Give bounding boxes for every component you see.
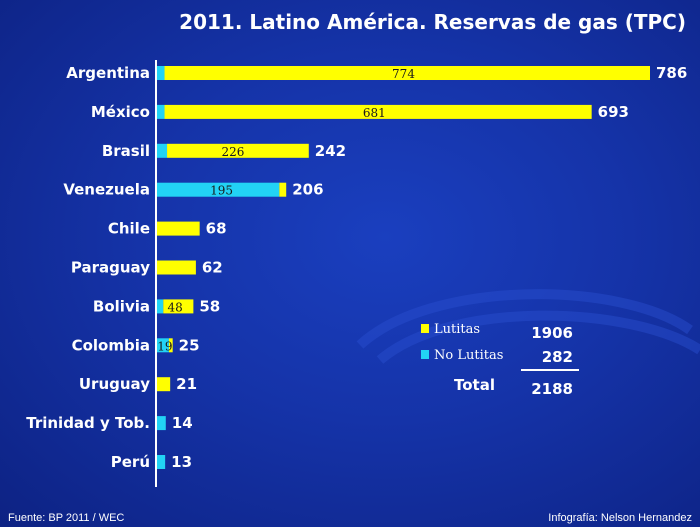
bar-total-label-venezuela: 206 [292, 181, 323, 199]
bar-mexico-no-lutitas [157, 104, 165, 119]
legend-swatch-lutitas [421, 324, 429, 333]
bar-colombia-lutitas [168, 338, 173, 353]
bar-inner-label-brasil: 226 [221, 145, 244, 159]
bar-brasil-lutitas [167, 143, 309, 158]
category-label-colombia: Colombia [72, 336, 150, 354]
bar-total-label-uruguay: 21 [176, 375, 197, 393]
category-label-uruguay: Uruguay [79, 375, 150, 393]
bar-venezuela-lutitas [279, 182, 287, 197]
bar-total-label-paraguay: 62 [202, 259, 223, 277]
category-label-mexico: México [91, 103, 150, 121]
bar-uruguay-lutitas [157, 377, 171, 392]
footer-credit: Infografía: Nelson Hernandez [548, 512, 692, 524]
legend-swatch-no-lutitas [421, 350, 429, 359]
bar-inner-label-colombia: 19 [157, 339, 172, 353]
category-label-paraguay: Paraguay [71, 259, 150, 277]
legend-value-no-lutitas: 282 [542, 348, 573, 366]
bar-inner-label-mexico: 681 [363, 106, 386, 120]
bar-inner-label-bolivia: 48 [168, 300, 183, 314]
bar-total-label-argentina: 786 [656, 64, 687, 82]
bar-total-label-mexico: 693 [598, 103, 629, 121]
bar-total-label-chile: 68 [206, 220, 227, 238]
legend-label-lutitas: Lutitas [434, 322, 480, 337]
category-label-chile: Chile [108, 220, 150, 238]
bars: Argentina 774 786 México 681 693 Brasil 226 242 V… [26, 64, 687, 471]
category-label-bolivia: Bolivia [93, 297, 150, 315]
bar-inner-label-venezuela: 195 [210, 184, 233, 198]
legend-value-lutitas: 1906 [531, 324, 573, 342]
bar-colombia-no-lutitas [157, 338, 169, 353]
bar-venezuela-no-lutitas [157, 182, 280, 197]
background-swoosh [356, 289, 700, 364]
category-label-peru: Perú [111, 453, 150, 471]
bar-argentina-no-lutitas [157, 66, 165, 80]
bar-argentina-lutitas [164, 66, 650, 80]
bar-total-label-trinidad-y-tob: 14 [172, 414, 193, 432]
category-label-venezuela: Venezuela [63, 181, 150, 199]
bar-total-label-brasil: 242 [315, 142, 346, 160]
category-label-trinidad-y-tob: Trinidad y Tob. [26, 414, 150, 432]
bar-inner-label-argentina: 774 [392, 67, 415, 81]
bar-paraguay-lutitas [157, 260, 196, 275]
legend-label-no-lutitas: No Lutitas [434, 348, 503, 363]
bar-brasil-no-lutitas [157, 143, 168, 158]
chart-title: 2011. Latino América. Reservas de gas (T… [179, 10, 686, 34]
category-label-argentina: Argentina [66, 64, 150, 82]
legend-total-label: Total [454, 376, 495, 394]
legend: Lutitas 1906 No Lutitas 282 Total 2188 [421, 322, 579, 398]
bar-total-label-colombia: 25 [179, 336, 200, 354]
footer-source: Fuente: BP 2011 / WEC [8, 512, 124, 524]
bar-bolivia-lutitas [163, 299, 194, 314]
bar-mexico-lutitas [164, 104, 592, 119]
bar-peru-no-lutitas [157, 455, 166, 469]
bar-chile-lutitas [157, 221, 200, 236]
category-label-brasil: Brasil [102, 142, 150, 160]
bar-trinidad-y-tob-no-lutitas [157, 416, 166, 431]
bar-total-label-peru: 13 [171, 453, 192, 471]
legend-total-value: 2188 [531, 380, 573, 398]
bar-total-label-bolivia: 58 [199, 297, 220, 315]
bar-bolivia-no-lutitas [157, 299, 164, 314]
